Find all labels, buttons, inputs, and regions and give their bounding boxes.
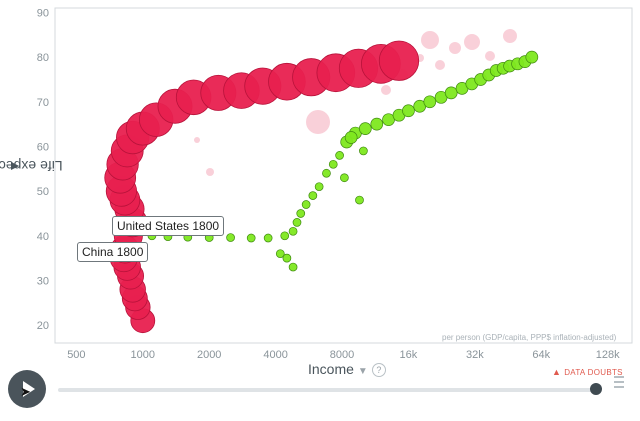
y-tick-label: 50 [37,186,49,198]
data-point-united-states [263,233,273,243]
data-point-united-states [355,195,364,205]
data-point-united-states [226,233,235,242]
data-point-united-states [280,231,290,241]
data-label-us[interactable]: United States 1800 [112,216,225,236]
data-point-united-states [296,209,306,218]
x-tick-label: 16k [400,349,418,361]
speed-control[interactable] [614,376,624,396]
y-tick-label: 70 [37,97,49,109]
data-doubts-link[interactable]: ▲ DATA DOUBTS [552,367,623,377]
data-point-united-states [246,233,256,243]
data-point-united-states [359,146,368,156]
data-point-united-states [308,191,318,200]
y-axis-label: Life expectancy [0,158,63,175]
background-bubble [449,42,461,54]
y-tick-label: 20 [37,320,49,332]
data-doubts-label: DATA DOUBTS [564,368,623,377]
data-point-united-states [275,249,285,259]
data-point-united-states [288,262,298,272]
background-bubble [485,51,495,61]
x-axis-label: Income [308,361,354,377]
data-point-united-states [322,168,331,178]
background-bubble [435,60,445,70]
y-tick-label: 30 [37,275,49,287]
x-tick-label: 1000 [131,349,155,361]
x-tick-label: 8000 [330,349,354,361]
mouse-cursor-icon: ➤ [20,384,31,399]
data-point-united-states [292,218,302,227]
data-label-china[interactable]: China 1800 [77,242,149,262]
data-point-united-states [370,117,384,131]
play-icon [23,381,35,397]
x-tick-label: 4000 [263,349,287,361]
data-point-united-states [314,182,324,192]
data-point-united-states [423,95,437,109]
timeline-slider[interactable] [58,388,598,392]
x-axis-dropdown-icon[interactable]: ▼ [357,366,368,377]
y-tick-label: 40 [37,231,49,243]
timeline-handle[interactable] [590,383,602,395]
x-tick-label: 128k [596,349,620,361]
y-tick-label: 60 [37,141,49,153]
data-point-united-states [444,86,458,100]
background-bubble [194,137,200,143]
warning-icon: ▲ [552,367,562,377]
x-tick-label: 2000 [197,349,221,361]
data-point-united-states [335,151,344,160]
background-bubble [381,85,391,95]
x-tick-label: 32k [466,349,484,361]
data-point-united-states [402,104,415,118]
data-point-united-states [525,50,539,64]
data-point-united-states [344,131,358,144]
data-point-united-states [288,226,298,236]
x-tick-label: 64k [532,349,550,361]
indicator-note: per person (GDP/capita, PPP$ inflation-a… [442,333,617,342]
info-icon[interactable]: ? [371,363,386,377]
data-point-united-states [328,159,338,169]
data-point-united-states [340,173,349,183]
y-axis-title[interactable]: Life expectancy ▼ [0,96,63,236]
data-point-united-states [282,253,292,263]
data-point-united-states [301,200,311,209]
x-tick-label: 500 [67,349,85,361]
data-point-united-states [358,122,372,135]
background-bubble [206,168,214,176]
background-bubble [464,34,480,50]
y-tick-label: 90 [37,7,49,19]
background-bubble [503,29,517,43]
background-bubble [421,31,439,49]
data-point-china [378,40,420,81]
x-axis-title[interactable]: Income ▼? [308,361,386,377]
y-tick-label: 80 [37,52,49,64]
play-button[interactable] [8,370,46,408]
background-bubble [306,110,330,134]
